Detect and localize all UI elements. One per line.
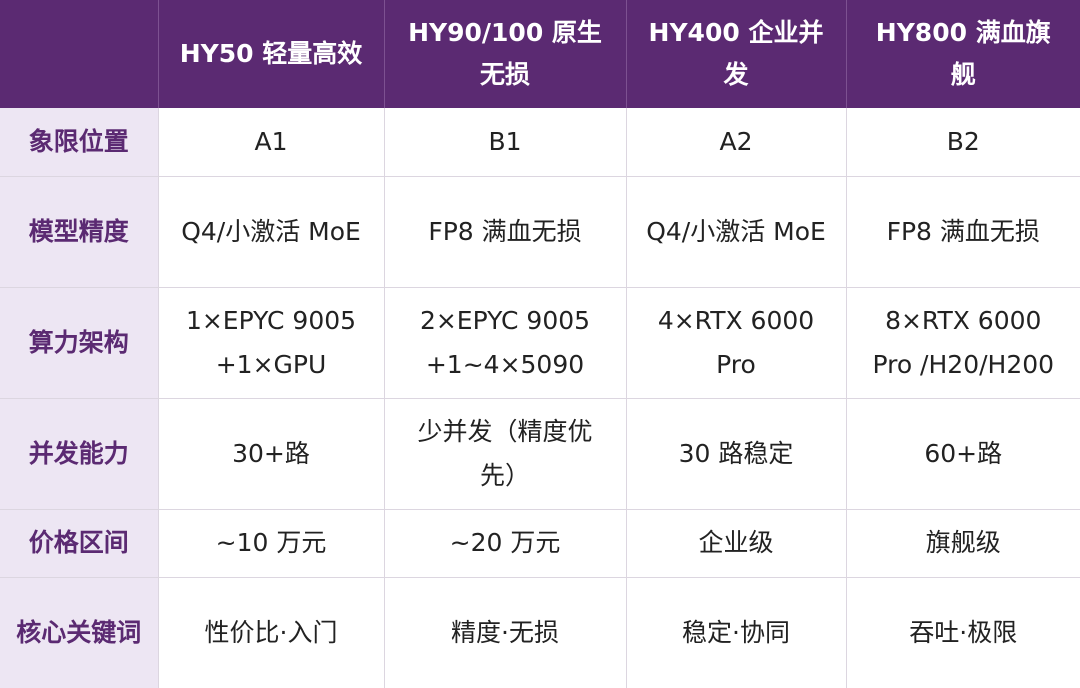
header-row: HY50 轻量高效 HY90/100 原生无损 HY400 企业并发 HY800… — [0, 0, 1080, 108]
table-cell: B2 — [846, 108, 1080, 177]
row-label: 并发能力 — [0, 398, 159, 510]
table-cell: 1×EPYC 9005 +1×GPU — [158, 287, 385, 399]
table-cell: 30+路 — [158, 398, 385, 510]
table-cell: 60+路 — [846, 398, 1080, 510]
table-cell: 性价比·入门 — [158, 577, 385, 688]
row-label: 模型精度 — [0, 176, 159, 288]
header-hy800: HY800 满血旗舰 — [846, 0, 1080, 108]
table-cell: 精度·无损 — [384, 577, 627, 688]
row-compute: 算力架构 1×EPYC 9005 +1×GPU 2×EPYC 9005 +1~4… — [0, 287, 1080, 399]
table-cell: 吞吐·极限 — [909, 617, 1018, 647]
table-cell: 2×EPYC 9005 +1~4×5090 — [384, 287, 627, 399]
table-cell: 30 路稳定 — [626, 398, 847, 510]
row-label: 算力架构 — [0, 287, 159, 399]
table-cell: FP8 满血无损 — [384, 176, 627, 288]
table-cell: B1 — [384, 108, 627, 177]
table-cell: Q4/小激活 MoE — [158, 176, 385, 288]
header-corner — [0, 0, 159, 108]
table-cell: A1 — [158, 108, 385, 177]
row-precision: 模型精度 Q4/小激活 MoE FP8 满血无损 Q4/小激活 MoE FP8 … — [0, 176, 1080, 288]
table-cell: 4×RTX 6000 Pro — [626, 287, 847, 399]
table-cell: A2 — [626, 108, 847, 177]
table-cell: 企业级 — [626, 509, 847, 578]
table-cell: ~20 万元 — [384, 509, 627, 578]
row-label: 价格区间 — [0, 509, 159, 578]
row-price: 价格区间 ~10 万元 ~20 万元 企业级 旗舰级 — [0, 509, 1080, 578]
table-cell: Q4/小激活 MoE — [626, 176, 847, 288]
row-concurrency: 并发能力 30+路 少并发（精度优先） 30 路稳定 60+路 — [0, 398, 1080, 510]
row-label: 象限位置 — [0, 108, 159, 177]
table-cell: 旗舰级 — [846, 509, 1080, 578]
table-cell: 8×RTX 6000 Pro /H20/H200 — [846, 287, 1080, 399]
row-keywords: 核心关键词 性价比·入门 精度·无损 稳定·协同 吞吐·极限 — [0, 577, 1080, 688]
table-cell: ~10 万元 — [158, 509, 385, 578]
header-hy50: HY50 轻量高效 — [158, 0, 385, 108]
row-quadrant: 象限位置 A1 B1 A2 B2 — [0, 108, 1080, 177]
header-hy400: HY400 企业并发 — [626, 0, 847, 108]
row-label: 核心关键词 — [0, 577, 159, 688]
header-hy90-100: HY90/100 原生无损 — [384, 0, 627, 108]
table-cell: FP8 满血无损 — [846, 176, 1080, 288]
table-cell: 少并发（精度优先） — [384, 398, 627, 510]
table-cell: 稳定·协同 — [626, 577, 847, 688]
